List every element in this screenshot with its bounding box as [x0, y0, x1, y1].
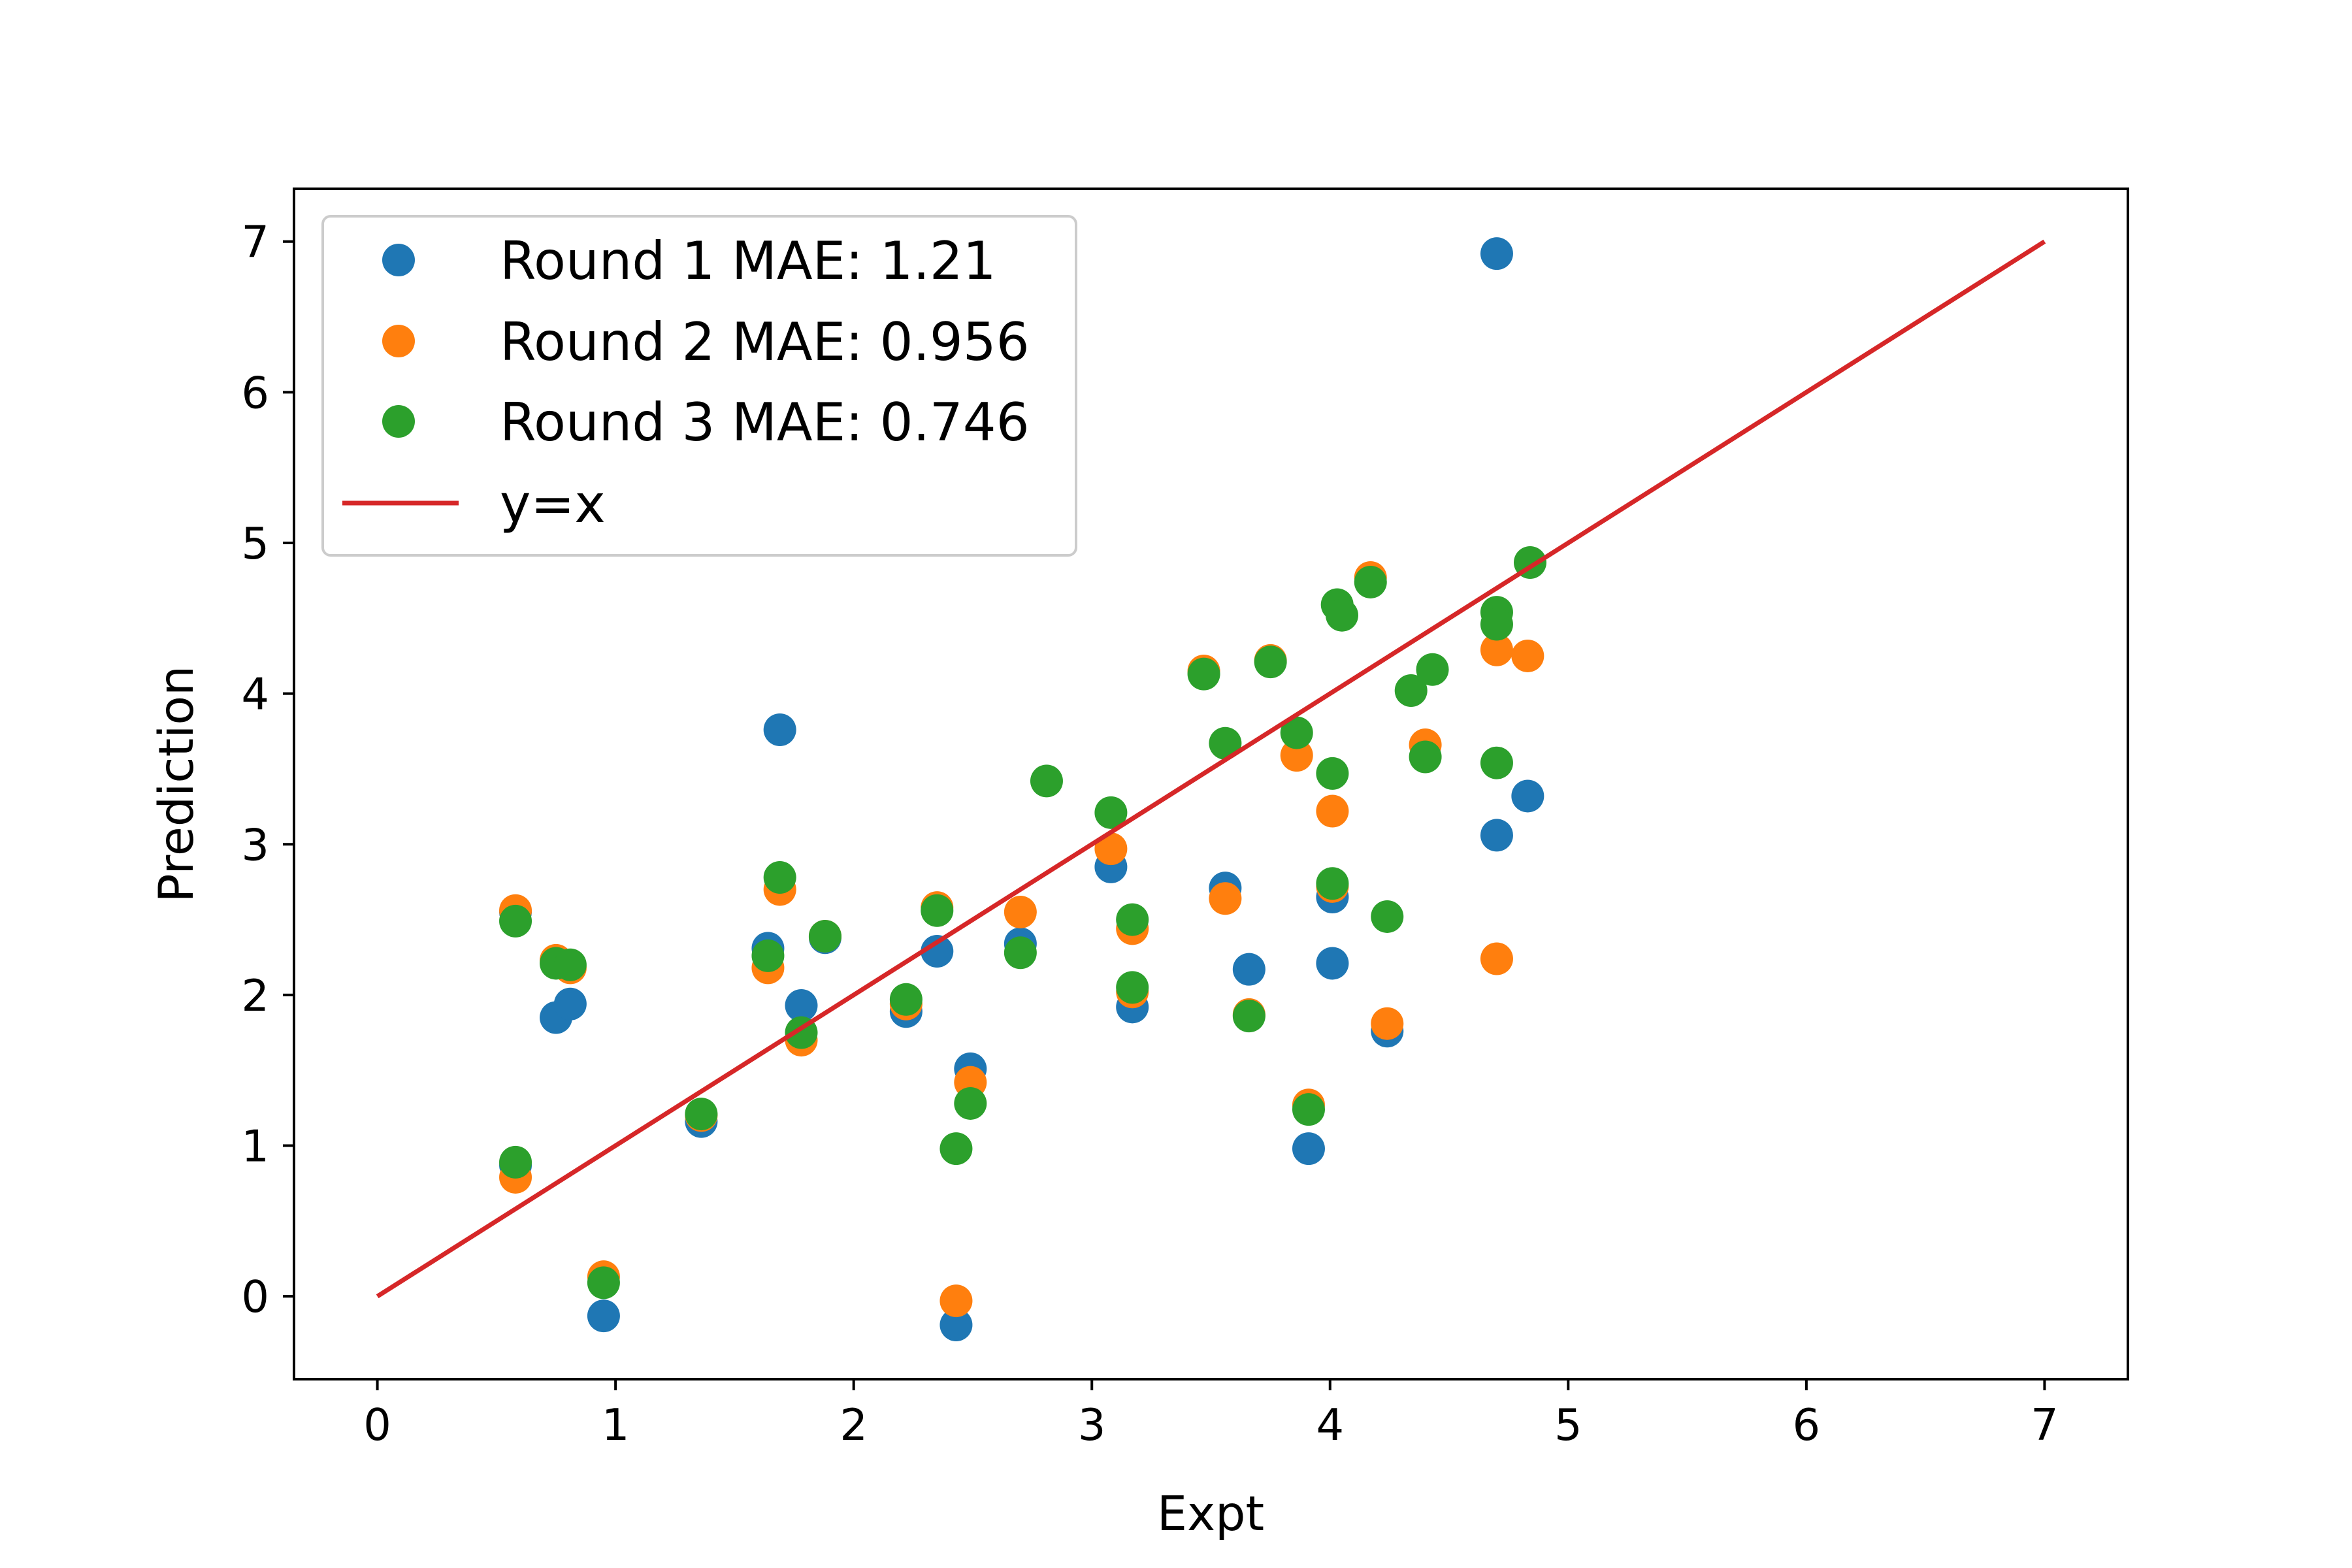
- point-round-3: [1254, 645, 1287, 679]
- point-round-1: [1480, 819, 1513, 852]
- point-round-3: [808, 919, 841, 953]
- point-round-2: [1316, 794, 1349, 828]
- point-round-3: [1316, 867, 1349, 900]
- point-round-3: [1094, 796, 1128, 829]
- point-round-3: [1480, 608, 1513, 641]
- point-round-1: [1316, 947, 1349, 980]
- point-round-3: [1030, 764, 1063, 798]
- legend-marker-round-2: [382, 325, 415, 357]
- legend-label-round-2: Round 2 MAE: 0.956: [500, 312, 1030, 372]
- y-tick-label: 6: [241, 367, 269, 418]
- y-tick-label: 0: [241, 1271, 269, 1322]
- point-round-2: [1480, 633, 1513, 666]
- point-round-2: [1209, 882, 1242, 915]
- x-tick-label: 6: [1793, 1399, 1821, 1450]
- point-round-1: [1232, 953, 1266, 986]
- point-round-3: [1409, 740, 1442, 774]
- point-round-2: [1480, 942, 1513, 975]
- y-axis-title: Prediction: [149, 666, 204, 903]
- point-round-3: [1232, 1000, 1266, 1033]
- legend-box: [321, 215, 1077, 557]
- point-round-3: [921, 894, 954, 927]
- y-tick-label: 1: [241, 1121, 269, 1172]
- x-tick-label: 1: [602, 1399, 630, 1450]
- y-tick-label: 4: [241, 669, 269, 720]
- x-tick-label: 7: [2031, 1399, 2059, 1450]
- point-round-1: [939, 1308, 973, 1341]
- x-tick-label: 0: [363, 1399, 391, 1450]
- y-tick-label: 3: [241, 819, 269, 870]
- series-round-3: [499, 546, 1546, 1299]
- point-round-1: [763, 713, 796, 746]
- point-round-1: [921, 935, 954, 968]
- point-round-1: [1480, 237, 1513, 270]
- reference-line-yx: [376, 239, 2046, 1299]
- point-round-3: [1187, 657, 1220, 691]
- point-round-3: [685, 1098, 718, 1131]
- x-tick-label: 3: [1078, 1399, 1106, 1450]
- point-round-3: [1480, 746, 1513, 779]
- x-tick-label: 5: [1554, 1399, 1582, 1450]
- point-round-3: [553, 948, 587, 981]
- point-round-3: [1371, 900, 1404, 933]
- point-round-1: [553, 987, 587, 1021]
- point-round-2: [1094, 832, 1128, 866]
- point-round-2: [939, 1284, 973, 1318]
- legend-label-round-3: Round 3 MAE: 0.746: [500, 392, 1030, 453]
- x-tick-label: 2: [840, 1399, 868, 1450]
- point-round-1: [1511, 779, 1544, 813]
- x-axis-title: Expt: [1157, 1486, 1264, 1542]
- point-round-1: [785, 989, 818, 1022]
- point-round-3: [954, 1086, 987, 1120]
- plot-frame: [293, 188, 2129, 1380]
- y-tick-label: 2: [241, 970, 269, 1021]
- legend-marker-round-3: [382, 405, 415, 438]
- point-round-3: [1316, 757, 1349, 790]
- legend: Round 1 MAE: 1.21 Round 2 MAE: 0.956 Rou…: [321, 215, 1077, 557]
- point-round-3: [1394, 674, 1428, 708]
- point-round-3: [1116, 903, 1149, 936]
- point-round-3: [1280, 716, 1313, 749]
- point-round-3: [939, 1132, 973, 1166]
- point-round-2: [1280, 739, 1313, 772]
- legend-label-yx: y=x: [500, 474, 606, 534]
- y-tick-label: 5: [241, 518, 269, 569]
- point-round-3: [1209, 727, 1242, 760]
- x-axis: 0 1 2 3 4 5 6 7: [363, 1379, 2059, 1450]
- point-round-3: [1416, 653, 1449, 686]
- x-tick-label: 4: [1316, 1399, 1344, 1450]
- point-round-3: [1354, 565, 1387, 598]
- point-round-3: [499, 1145, 532, 1179]
- point-round-2: [1511, 639, 1544, 672]
- point-round-3: [1292, 1093, 1325, 1126]
- point-round-2: [1004, 896, 1037, 929]
- legend-marker-round-1: [382, 244, 415, 276]
- point-round-3: [751, 939, 785, 972]
- y-tick-label: 7: [241, 217, 269, 268]
- point-round-1: [587, 1299, 620, 1333]
- point-round-3: [1326, 598, 1358, 632]
- point-round-3: [587, 1266, 620, 1299]
- point-round-3: [763, 860, 796, 894]
- plot-content: [376, 237, 2046, 1341]
- legend-label-round-1: Round 1 MAE: 1.21: [500, 231, 996, 291]
- y-axis: 0 1 2 3 4 5 6 7: [241, 217, 294, 1322]
- point-round-3: [1004, 936, 1037, 970]
- point-round-3: [889, 983, 923, 1016]
- point-round-3: [1116, 971, 1149, 1004]
- point-round-3: [499, 904, 532, 938]
- point-round-1: [1292, 1132, 1325, 1166]
- point-round-2: [1371, 1007, 1404, 1040]
